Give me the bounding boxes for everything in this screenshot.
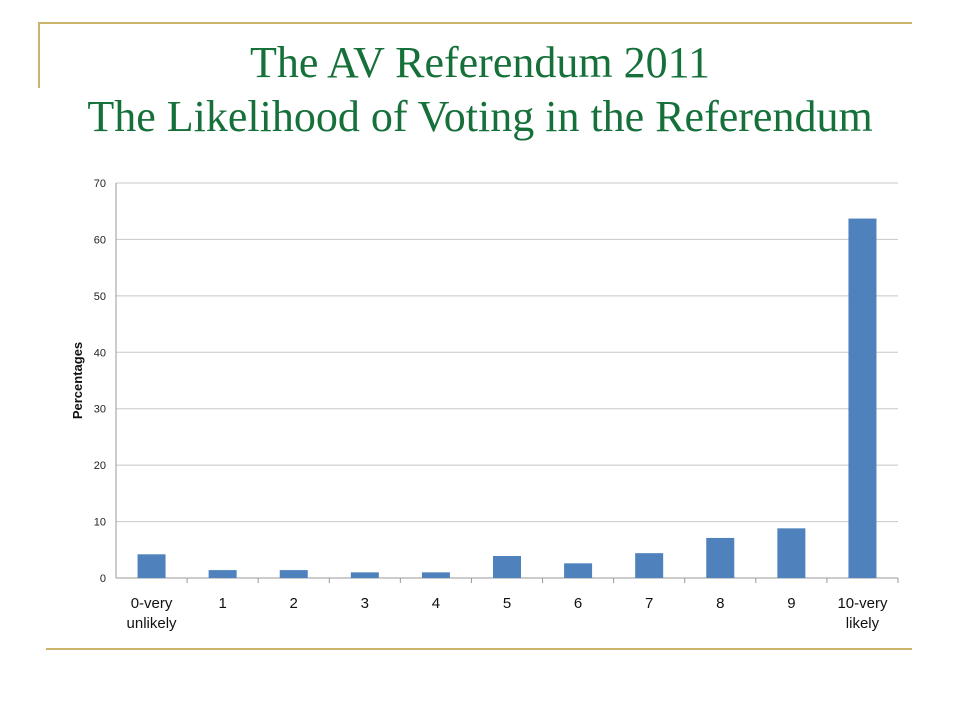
top-accent-line xyxy=(38,22,912,24)
x-tick-label: 8 xyxy=(716,595,724,612)
x-tick-label: likely xyxy=(846,615,880,632)
x-tick-label: 7 xyxy=(645,595,653,612)
x-tick-label: 0-very xyxy=(131,595,173,612)
x-tick-label: unlikely xyxy=(127,615,178,632)
bar xyxy=(564,563,593,578)
x-tick-label: 10-very xyxy=(837,595,888,612)
x-tick-label: 4 xyxy=(432,595,440,612)
x-tick-label: 2 xyxy=(290,595,298,612)
title-line-1: The AV Referendum 2011 xyxy=(250,38,710,87)
bottom-accent-line xyxy=(46,648,912,650)
y-tick-label: 60 xyxy=(94,234,106,246)
y-tick-label: 10 xyxy=(94,517,106,529)
left-accent-line xyxy=(38,22,40,88)
bar xyxy=(279,570,308,578)
x-tick-label: 3 xyxy=(361,595,369,612)
y-tick-label: 30 xyxy=(94,404,106,416)
bar xyxy=(493,555,521,578)
slide-title: The AV Referendum 2011 The Likelihood of… xyxy=(40,36,920,144)
bar xyxy=(777,528,806,578)
bar xyxy=(137,554,166,578)
x-tick-label: 1 xyxy=(218,595,226,612)
y-tick-label: 0 xyxy=(100,573,106,585)
x-tick-label: 9 xyxy=(787,595,795,612)
x-tick-label: 6 xyxy=(574,595,582,612)
bar xyxy=(350,572,379,578)
bar xyxy=(421,572,450,578)
y-tick-label: 20 xyxy=(94,460,106,472)
bar xyxy=(848,218,877,579)
y-axis-label: Percentages xyxy=(70,342,85,419)
bar xyxy=(208,570,237,578)
y-tick-label: 50 xyxy=(94,291,106,303)
bar xyxy=(706,537,735,578)
y-tick-label: 40 xyxy=(94,347,106,359)
bar xyxy=(635,553,664,578)
y-tick-label: 70 xyxy=(94,178,106,190)
x-tick-label: 5 xyxy=(503,595,511,612)
title-line-2: The Likelihood of Voting in the Referend… xyxy=(87,92,873,141)
